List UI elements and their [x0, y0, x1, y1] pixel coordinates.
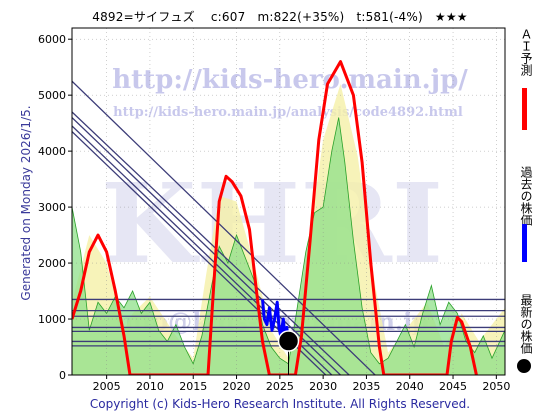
x-tick-label: 2045 — [439, 380, 467, 393]
plot-area: http://kids-hero.main.jp/http://kids-her… — [72, 28, 505, 375]
plot-frame — [71, 27, 506, 376]
x-tick-label: 2010 — [136, 380, 164, 393]
ai-prediction-line — [72, 60, 478, 375]
legend-item-latest: 最新の株価 — [514, 294, 538, 373]
legend-label-past: 過去の株価 — [519, 166, 533, 226]
y-tick-label: 0 — [59, 369, 66, 382]
x-tick-label: 2015 — [179, 380, 207, 393]
x-tick-label: 2025 — [266, 380, 294, 393]
watermark-url: http://kids-hero.main.jp/ — [112, 65, 468, 95]
watermark-logo: KHRI — [101, 159, 443, 288]
legend-swatch-latest — [517, 359, 531, 373]
y-tick-label: 6000 — [38, 33, 66, 46]
trend-line — [72, 117, 341, 375]
legend-swatch-ai — [522, 88, 527, 130]
y-tick-label: 3000 — [38, 201, 66, 214]
legend-label-latest: 最新の株価 — [519, 294, 533, 354]
green-area — [72, 117, 505, 375]
chart-title: 4892=サイフュズ c:607 m:822(+35%) t:581(-4%) … — [92, 10, 468, 24]
y-tick-label: 1000 — [38, 313, 66, 326]
trend-line — [72, 80, 376, 375]
legend-label-ai: ＡＩ予測 — [519, 28, 533, 76]
latest-price-dot — [277, 330, 300, 352]
legend: ＡＩ予測 過去の株価 最新の株価 — [514, 28, 538, 378]
legend-swatch-past — [522, 224, 527, 262]
y-tick-label: 2000 — [38, 257, 66, 270]
x-tick-label: 2020 — [223, 380, 251, 393]
generated-date: Generated on Monday 2026/1/5. — [19, 105, 33, 301]
x-tick-label: 2050 — [482, 380, 510, 393]
x-tick-label: 2005 — [93, 380, 121, 393]
y-tick-label: 5000 — [38, 89, 66, 102]
x-tick-label: 2040 — [396, 380, 424, 393]
legend-item-ai: ＡＩ予測 — [514, 28, 538, 130]
y-tick-label: 4000 — [38, 145, 66, 158]
x-tick-label: 2030 — [309, 380, 337, 393]
watermark-url-analysis: http://kids-hero.main.jp/analysis/code48… — [113, 105, 463, 120]
x-tick-label: 2035 — [352, 380, 380, 393]
copyright: Copyright (c) Kids-Hero Research Institu… — [89, 397, 471, 411]
legend-item-past: 過去の株価 — [514, 166, 538, 262]
